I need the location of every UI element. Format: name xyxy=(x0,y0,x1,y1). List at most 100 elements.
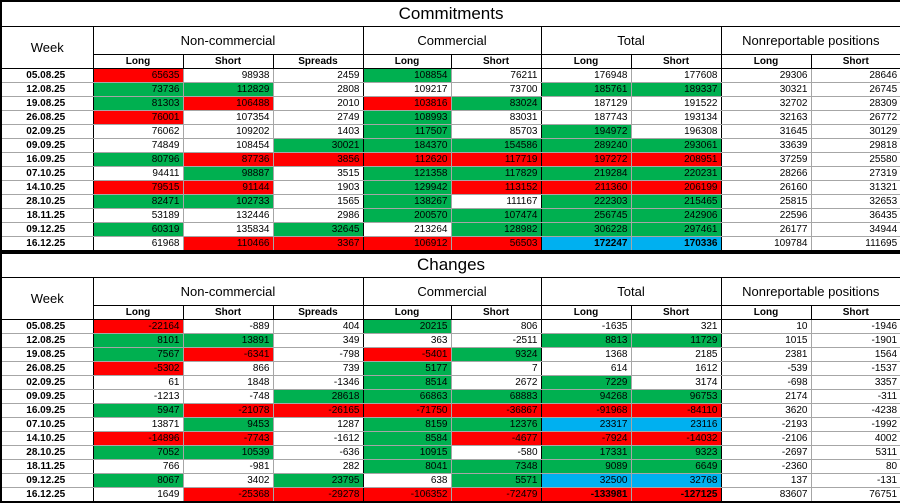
value-cell: 28266 xyxy=(721,166,811,180)
value-cell: 289240 xyxy=(541,138,631,152)
value-cell: 189337 xyxy=(631,82,721,96)
value-cell: 2381 xyxy=(721,348,811,362)
value-cell: -2360 xyxy=(721,460,811,474)
value-cell: 36435 xyxy=(811,208,900,222)
value-cell: 12376 xyxy=(451,418,541,432)
value-cell: 112620 xyxy=(363,152,451,166)
value-cell: 81303 xyxy=(93,96,183,110)
value-cell: 26177 xyxy=(721,222,811,236)
value-cell: -14032 xyxy=(631,432,721,446)
value-cell: 61968 xyxy=(93,236,183,251)
value-cell: 117507 xyxy=(363,124,451,138)
value-cell: 110466 xyxy=(183,236,273,251)
value-cell: 349 xyxy=(273,334,363,348)
value-cell: 98887 xyxy=(183,166,273,180)
week-cell: 05.08.25 xyxy=(1,320,93,334)
value-cell: 20215 xyxy=(363,320,451,334)
value-cell: -106352 xyxy=(363,488,451,503)
value-cell: 106488 xyxy=(183,96,273,110)
value-cell: 187743 xyxy=(541,110,631,124)
value-cell: -311 xyxy=(811,390,900,404)
value-cell: 187129 xyxy=(541,96,631,110)
value-cell: 94411 xyxy=(93,166,183,180)
value-cell: -5401 xyxy=(363,348,451,362)
value-cell: 87736 xyxy=(183,152,273,166)
week-cell: 26.08.25 xyxy=(1,362,93,376)
value-cell: -4238 xyxy=(811,404,900,418)
value-cell: 102733 xyxy=(183,194,273,208)
value-cell: 128982 xyxy=(451,222,541,236)
value-cell: 185761 xyxy=(541,82,631,96)
value-cell: -84110 xyxy=(631,404,721,418)
value-cell: 117829 xyxy=(451,166,541,180)
value-cell: 1565 xyxy=(273,194,363,208)
value-cell: 13891 xyxy=(183,334,273,348)
value-cell: 109784 xyxy=(721,236,811,251)
value-cell: 1903 xyxy=(273,180,363,194)
value-cell: 8584 xyxy=(363,432,451,446)
changes-title-row: Changes xyxy=(1,253,900,278)
commitments-title: Commitments xyxy=(1,1,900,26)
value-cell: 4002 xyxy=(811,432,900,446)
value-cell: 2174 xyxy=(721,390,811,404)
value-cell: -748 xyxy=(183,390,273,404)
value-cell: -1213 xyxy=(93,390,183,404)
sub-header-row: Long Short Spreads Long Short Long Short… xyxy=(1,54,900,68)
value-cell: -14896 xyxy=(93,432,183,446)
value-cell: 30021 xyxy=(273,138,363,152)
value-cell: 107474 xyxy=(451,208,541,222)
value-cell: 10915 xyxy=(363,446,451,460)
group-header-row: Week Non-commercial Commercial Total Non… xyxy=(1,26,900,54)
week-cell: 05.08.25 xyxy=(1,68,93,82)
value-cell: -2106 xyxy=(721,432,811,446)
value-cell: -539 xyxy=(721,362,811,376)
value-cell: 117719 xyxy=(451,152,541,166)
value-cell: 65635 xyxy=(93,68,183,82)
value-cell: -636 xyxy=(273,446,363,460)
value-cell: 9089 xyxy=(541,460,631,474)
value-cell: 5311 xyxy=(811,446,900,460)
value-cell: 137 xyxy=(721,474,811,488)
value-cell: 1403 xyxy=(273,124,363,138)
value-cell: 3174 xyxy=(631,376,721,390)
value-cell: 138267 xyxy=(363,194,451,208)
value-cell: -2511 xyxy=(451,334,541,348)
value-cell: -7924 xyxy=(541,432,631,446)
value-cell: -580 xyxy=(451,446,541,460)
value-cell: 25815 xyxy=(721,194,811,208)
value-cell: 213264 xyxy=(363,222,451,236)
week-cell: 07.10.25 xyxy=(1,418,93,432)
value-cell: 7567 xyxy=(93,348,183,362)
value-cell: 80 xyxy=(811,460,900,474)
value-cell: 196308 xyxy=(631,124,721,138)
group-header-nonreportable: Nonreportable positions xyxy=(721,278,900,306)
value-cell: 108454 xyxy=(183,138,273,152)
value-cell: 29818 xyxy=(811,138,900,152)
value-cell: 28646 xyxy=(811,68,900,82)
value-cell: 80796 xyxy=(93,152,183,166)
col-header-nc-spreads: Spreads xyxy=(273,306,363,320)
week-cell: 28.10.25 xyxy=(1,446,93,460)
value-cell: 96753 xyxy=(631,390,721,404)
value-cell: 8159 xyxy=(363,418,451,432)
value-cell: 61 xyxy=(93,376,183,390)
value-cell: 129942 xyxy=(363,180,451,194)
col-header-t-long: Long xyxy=(541,306,631,320)
value-cell: 83607 xyxy=(721,488,811,503)
value-cell: -2193 xyxy=(721,418,811,432)
value-cell: -72479 xyxy=(451,488,541,503)
value-cell: 26745 xyxy=(811,82,900,96)
value-cell: -889 xyxy=(183,320,273,334)
value-cell: -981 xyxy=(183,460,273,474)
value-cell: -91968 xyxy=(541,404,631,418)
